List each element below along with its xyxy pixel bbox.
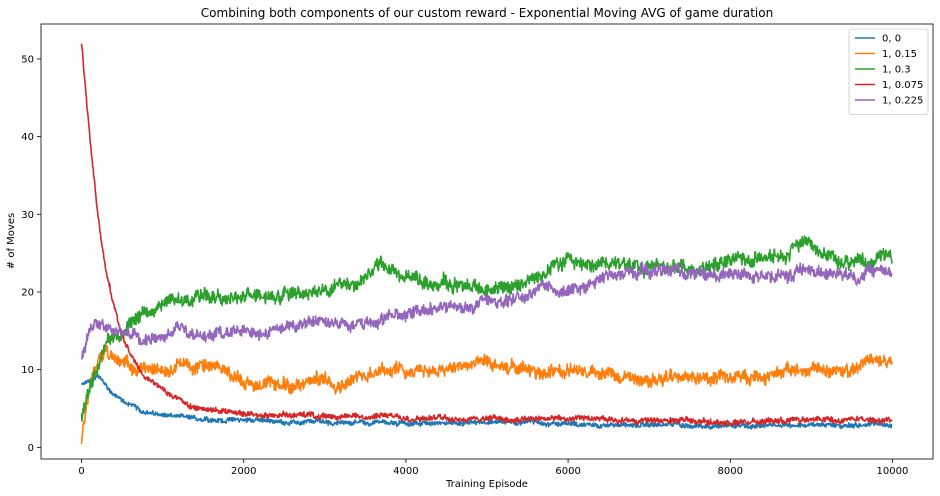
y-tick-label-4: 40 bbox=[21, 132, 34, 143]
x-tick-label-2: 4000 bbox=[393, 466, 418, 477]
y-tick-label-0: 0 bbox=[28, 443, 34, 454]
y-tick-label-1: 10 bbox=[21, 365, 34, 376]
x-tick-label-4: 8000 bbox=[718, 466, 743, 477]
legend-label-1: 1, 0.15 bbox=[882, 49, 917, 60]
x-tick-label-5: 10000 bbox=[877, 466, 909, 477]
x-tick-label-0: 0 bbox=[78, 466, 84, 477]
y-tick-label-3: 30 bbox=[21, 210, 34, 221]
x-axis-label: Training Episode bbox=[445, 479, 528, 490]
legend-label-4: 1, 0.225 bbox=[882, 96, 923, 107]
legend-box bbox=[848, 28, 929, 115]
series-line-2 bbox=[80, 235, 893, 422]
x-tick-label-1: 2000 bbox=[231, 466, 256, 477]
y-tick-label-2: 20 bbox=[21, 287, 34, 298]
axes: 0 2000 4000 6000 8000 10000 0 10 20 30 40 50 bbox=[21, 23, 934, 477]
y-tick-label-5: 50 bbox=[21, 54, 34, 65]
legend-label-0: 0, 0 bbox=[882, 34, 901, 45]
plot-area bbox=[80, 43, 893, 444]
legend-label-2: 1, 0.3 bbox=[882, 65, 911, 76]
series-line-0 bbox=[80, 373, 893, 430]
y-axis-label: # of Moves bbox=[6, 213, 17, 269]
series-line-3 bbox=[80, 43, 893, 427]
legend-label-3: 1, 0.075 bbox=[882, 80, 923, 91]
chart-title: Combining both components of our custom … bbox=[201, 6, 773, 20]
legend: 0, 0 1, 0.15 1, 0.3 1, 0.075 1, 0.225 bbox=[848, 28, 929, 115]
axes-frame bbox=[40, 23, 934, 460]
series-line-4 bbox=[80, 261, 893, 360]
series-line-1 bbox=[80, 344, 893, 444]
x-tick-label-3: 6000 bbox=[555, 466, 580, 477]
